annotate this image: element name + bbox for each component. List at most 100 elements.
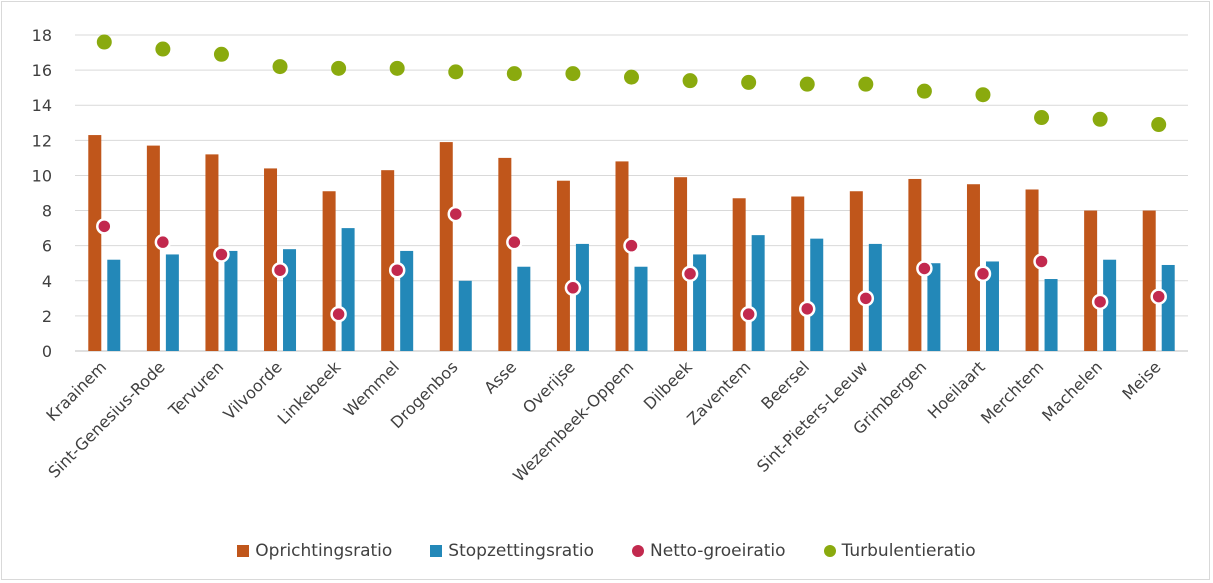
bar-oprichtingsratio	[264, 168, 278, 351]
bar-stopzettingsratio	[634, 266, 648, 351]
bar-stopzettingsratio	[868, 243, 882, 351]
bar-stopzettingsratio	[458, 280, 472, 351]
dot-turbulentieratio	[682, 73, 698, 89]
legend: Oprichtingsratio Stopzettingsratio Netto…	[0, 539, 1213, 563]
bar-oprichtingsratio	[322, 191, 336, 351]
dot-turbulentieratio	[1034, 110, 1050, 126]
dot-netto-groeiratio	[271, 261, 289, 279]
x-tick-label: Wezembeek-Oppem	[509, 357, 637, 485]
dot-turbulentieratio	[1151, 117, 1167, 133]
bar-oprichtingsratio	[439, 142, 453, 351]
dots	[96, 34, 1167, 323]
bar-oprichtingsratio	[1084, 210, 1098, 351]
legend-label: Turbulentieratio	[841, 541, 976, 561]
bar-oprichtingsratio	[732, 198, 746, 351]
dot-turbulentieratio	[155, 41, 171, 57]
combo-chart: 0 2 4 6 8 10 12 14 16 18 KraainemSint-Genesius-Ro…	[32, 26, 1188, 486]
dot-netto-groeiratio	[1150, 288, 1167, 305]
dot-netto-groeiratio	[1033, 253, 1050, 270]
dot-netto-groeiratio	[564, 279, 582, 297]
dot-netto-groeiratio	[740, 305, 757, 323]
legend-label: Netto-groeiratio	[650, 541, 786, 561]
dot-netto-groeiratio	[857, 290, 875, 307]
dot-netto-groeiratio	[916, 260, 933, 277]
bar-oprichtingsratio	[966, 184, 980, 351]
bar-stopzettingsratio	[810, 238, 824, 351]
dot-turbulentieratio	[213, 46, 229, 62]
legend-item-turbulentieratio: Turbulentieratio	[823, 541, 976, 561]
legend-label: Oprichtingsratio	[255, 541, 393, 561]
legend-item-oprichtingsratio: Oprichtingsratio	[237, 541, 392, 561]
bars	[88, 135, 1175, 351]
y-tick-label: 10	[32, 166, 52, 185]
legend-label: Stopzettingsratio	[448, 541, 595, 561]
dot-turbulentieratio	[389, 60, 405, 76]
bar-stopzettingsratio	[985, 261, 999, 351]
x-tick-label: Merchtem	[977, 357, 1047, 427]
dot-netto-groeiratio	[681, 265, 699, 283]
dot-turbulentieratio	[741, 74, 757, 90]
y-tick-label: 8	[42, 202, 52, 221]
bar-oprichtingsratio	[498, 157, 512, 351]
bar-stopzettingsratio	[517, 266, 531, 351]
bar-stopzettingsratio	[107, 259, 121, 351]
x-tick-label: Linkebeek	[274, 357, 345, 428]
dot-netto-groeiratio	[447, 205, 465, 223]
legend-swatch	[632, 545, 645, 557]
y-tick-label: 6	[42, 237, 52, 256]
dot-turbulentieratio	[272, 59, 288, 75]
bar-oprichtingsratio	[674, 177, 688, 351]
bar-stopzettingsratio	[400, 250, 414, 351]
bar-stopzettingsratio	[751, 235, 765, 351]
dot-netto-groeiratio	[388, 261, 406, 279]
dot-netto-groeiratio	[506, 233, 523, 251]
bar-stopzettingsratio	[341, 228, 355, 351]
x-tick-label: Sint-Pieters-Leeuw	[753, 357, 872, 476]
dot-netto-groeiratio	[798, 300, 816, 318]
bar-oprichtingsratio	[556, 180, 570, 351]
bar-stopzettingsratio	[224, 250, 238, 351]
bar-oprichtingsratio	[381, 170, 395, 351]
y-tick-label: 18	[32, 26, 52, 45]
y-tick-label: 0	[42, 342, 52, 361]
dot-netto-groeiratio	[623, 237, 640, 254]
dot-turbulentieratio	[799, 76, 815, 92]
dot-netto-groeiratio	[974, 265, 992, 283]
bar-oprichtingsratio	[88, 135, 102, 351]
bar-oprichtingsratio	[1142, 210, 1156, 351]
dot-turbulentieratio	[96, 34, 112, 50]
dot-turbulentieratio	[916, 83, 932, 99]
bar-oprichtingsratio	[849, 191, 863, 351]
y-tick-label: 4	[42, 272, 52, 291]
x-axis-labels: KraainemSint-Genesius-RodeTervurenVilvoo…	[42, 357, 1164, 486]
bar-stopzettingsratio	[575, 243, 589, 351]
dot-turbulentieratio	[858, 76, 874, 92]
dot-turbulentieratio	[448, 64, 464, 80]
legend-swatch	[430, 545, 443, 557]
dot-turbulentieratio	[975, 87, 991, 103]
bar-stopzettingsratio	[1103, 259, 1117, 351]
bar-oprichtingsratio	[1025, 189, 1039, 351]
legend-item-netto-groeiratio: Netto-groeiratio	[632, 541, 786, 561]
dot-turbulentieratio	[1092, 111, 1108, 127]
x-tick-label: Dilbeek	[640, 357, 697, 414]
x-tick-label: Zaventem	[683, 357, 754, 428]
legend-swatch	[823, 545, 836, 557]
x-tick-label: Asse	[480, 357, 520, 397]
bar-oprichtingsratio	[146, 145, 160, 351]
bar-oprichtingsratio	[615, 161, 629, 351]
bar-stopzettingsratio	[1044, 279, 1058, 351]
x-tick-label: Machelen	[1038, 357, 1106, 425]
bar-stopzettingsratio	[927, 263, 941, 351]
dot-netto-groeiratio	[96, 218, 113, 235]
y-tick-label: 14	[32, 96, 52, 115]
dot-netto-groeiratio	[213, 246, 230, 263]
dot-netto-groeiratio	[330, 305, 347, 323]
bar-stopzettingsratio	[165, 254, 179, 351]
x-tick-label: Meise	[1118, 357, 1164, 403]
dot-turbulentieratio	[506, 66, 522, 82]
legend-swatch	[237, 545, 250, 557]
dot-turbulentieratio	[565, 66, 581, 82]
legend-item-stopzettingsratio: Stopzettingsratio	[430, 541, 594, 561]
